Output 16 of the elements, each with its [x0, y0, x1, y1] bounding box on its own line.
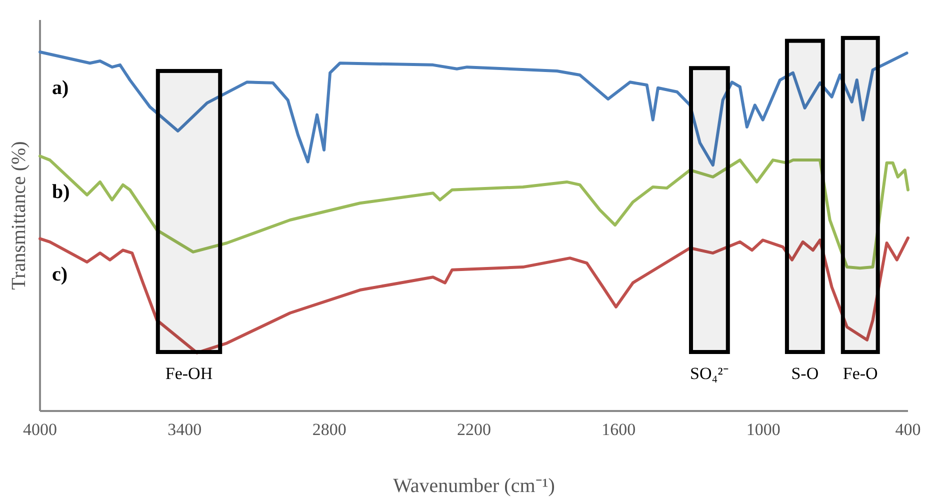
x-tick-label: 4000: [23, 420, 57, 440]
series-label: a): [52, 77, 69, 99]
x-tick-label: 2800: [312, 420, 346, 440]
band-label: SO₄²⁻: [690, 364, 729, 383]
x-tick-label: 3400: [168, 420, 202, 440]
series-label: c): [52, 264, 68, 286]
x-tick-label: 1600: [602, 420, 636, 440]
band-label: S-O: [791, 364, 819, 383]
band-label: Fe-OH: [165, 364, 213, 383]
x-tick-label: 2200: [457, 420, 491, 440]
x-tick-label: 400: [895, 420, 921, 440]
y-axis-title: Transmittance (%): [8, 141, 30, 290]
x-axis-title: Wavenumber (cm⁻¹): [393, 475, 555, 497]
band-label: Fe-O: [842, 364, 878, 383]
x-tick-label: 1000: [746, 420, 780, 440]
series-label: b): [52, 181, 70, 204]
